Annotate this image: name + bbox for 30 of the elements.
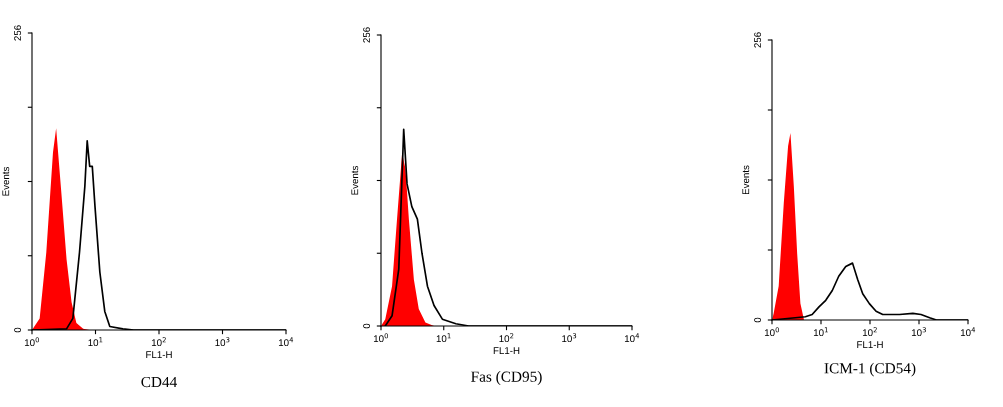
x-tick-label: 10$^{2}$ bbox=[862, 327, 877, 337]
y-axis-title: Events bbox=[351, 165, 359, 195]
x-tick-label: 10$^{4}$ bbox=[278, 337, 294, 347]
x-tick-label: 10$^{0}$ bbox=[764, 327, 780, 337]
y-tick-label: 0 bbox=[363, 323, 371, 329]
y-axis-title: Events bbox=[2, 166, 10, 196]
x-tick-label: 10$^{2}$ bbox=[151, 337, 166, 347]
y-tick-label: 256 bbox=[363, 27, 371, 43]
y-tick-label: 0 bbox=[14, 327, 22, 333]
y-tick-label: 256 bbox=[14, 25, 22, 41]
x-tick-label: 10$^{1}$ bbox=[88, 337, 103, 347]
x-tick-label: 10$^{4}$ bbox=[624, 333, 640, 343]
x-tick-label: 10$^{1}$ bbox=[436, 333, 451, 343]
y-axis-title: Events bbox=[742, 165, 750, 195]
y-tick-label: 0 bbox=[754, 317, 762, 323]
x-axis-title: FL1-H bbox=[493, 347, 520, 354]
text: ICM-1 (CD54) bbox=[824, 362, 916, 377]
x-tick-label: 10$^{3}$ bbox=[911, 327, 926, 337]
x-axis-title: FL1-H bbox=[857, 341, 883, 348]
x-tick-label: 10$^{4}$ bbox=[960, 327, 976, 337]
text: Fas (CD95) bbox=[471, 371, 542, 385]
x-tick-label: 10$^{1}$ bbox=[813, 327, 828, 337]
x-tick-label: 10$^{3}$ bbox=[215, 337, 230, 347]
x-tick-label: 10$^{0}$ bbox=[373, 333, 389, 343]
x-axis-title: FL1-H bbox=[146, 351, 172, 358]
x-tick-label: 10$^{3}$ bbox=[562, 333, 577, 343]
x-tick-label: 10$^{2}$ bbox=[499, 333, 514, 343]
text: CD44 bbox=[141, 376, 178, 388]
y-tick-label: 256 bbox=[754, 32, 762, 48]
x-tick-label: 10$^{0}$ bbox=[24, 337, 40, 347]
